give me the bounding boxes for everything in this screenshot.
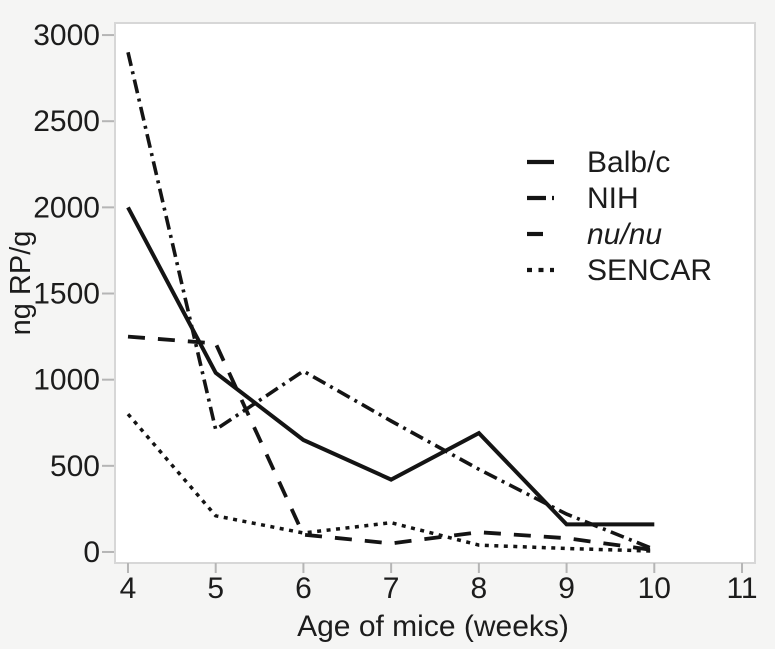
- x-tick-label: 8: [471, 572, 488, 605]
- x-tick-label: 11: [726, 572, 757, 605]
- series-line-balb-c: [126, 206, 655, 527]
- plot-area: [114, 22, 756, 564]
- x-tick-label: 4: [120, 572, 137, 605]
- x-tick-label: 5: [207, 572, 224, 605]
- series-lines: [126, 51, 655, 553]
- legend-label-nih: NIH: [587, 182, 639, 215]
- legend-label-sencar: SENCAR: [587, 254, 712, 287]
- x-tick-label: 7: [383, 572, 400, 605]
- series-line-nih: [126, 51, 655, 552]
- y-axis-title: ng RP/g: [5, 231, 37, 336]
- legend-label-nu-nu: nu/nu: [587, 218, 662, 251]
- y-tick-label: 500: [50, 450, 100, 483]
- y-tick-label: 0: [83, 536, 100, 569]
- x-tick-label: 10: [638, 572, 671, 605]
- y-tick-label: 1500: [33, 278, 100, 311]
- y-axis-ticks: 0 500 1000 1500 2000 2500 3000: [33, 19, 114, 569]
- series-line-sencar: [126, 412, 655, 553]
- y-tick-label: 2500: [33, 105, 100, 138]
- y-tick-label: 2000: [33, 191, 100, 224]
- x-tick-label: 6: [295, 572, 312, 605]
- y-tick-label: 1000: [33, 364, 100, 397]
- x-tick-label: 9: [558, 572, 575, 605]
- x-axis-ticks: 4 5 6 7 8 9 10 11: [120, 563, 758, 605]
- y-tick-label: 3000: [33, 19, 100, 52]
- legend-label-balb-c: Balb/c: [587, 146, 670, 179]
- x-axis-title: Age of mice (weeks): [297, 610, 569, 643]
